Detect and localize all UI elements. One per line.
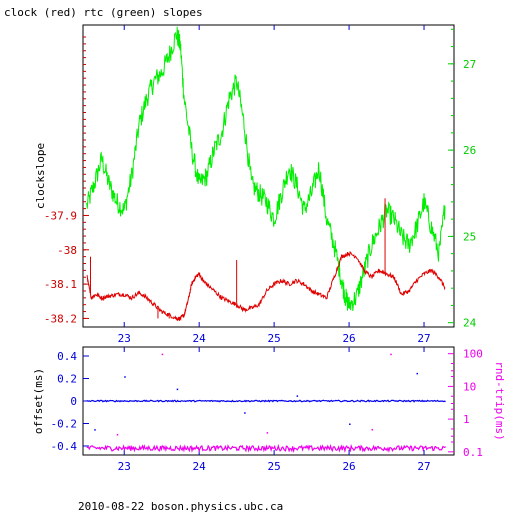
rtt-outlier-point (161, 353, 164, 356)
top-y-axis-label: clockslope (34, 143, 47, 209)
offset-outlier-point (124, 376, 126, 378)
offset-series-line (86, 399, 446, 403)
bottom-x-tick-label: 24 (193, 460, 207, 473)
top-y2-tick-label: 26 (463, 144, 476, 157)
top-y-tick-label: -38.2 (44, 312, 77, 325)
bottom-y2-tick-label: 10 (463, 380, 476, 393)
bottom-y-tick-label: 0.4 (57, 350, 77, 363)
bottom-y2-tick-label: 0.1 (463, 446, 483, 459)
bottom-y-tick-label: 0 (70, 395, 77, 408)
bottom-x-tick-label: 26 (342, 460, 355, 473)
bottom-y-tick-label: -0.4 (51, 440, 78, 453)
top-y-tick-label: -37.9 (44, 209, 77, 222)
bottom-x-tick-label: 27 (417, 460, 430, 473)
bottom-y2-tick-label: 100 (463, 348, 483, 361)
top-chart-title: clock (red) rtc (green) slopes (4, 6, 203, 19)
bottom-y-tick-label: -0.2 (51, 418, 78, 431)
top-axis-ticks: 23 24 25 26 27 -38.2 -38.1 -38 -37.9 24 25 26 27 (44, 25, 477, 345)
rtt-outlier-point (116, 434, 119, 436)
footer-stamp: 2010-08-22 boson.physics.ubc.ca (78, 500, 283, 512)
top-y-tick-label: -38.1 (44, 278, 77, 291)
offset-outlier-point (296, 395, 299, 397)
top-x-tick-label: 25 (267, 332, 280, 345)
rtc-series-line (86, 26, 446, 311)
offset-outlier-point (244, 412, 246, 414)
bottom-x-tick-label: 25 (267, 460, 280, 473)
bottom-chart: 23 24 25 26 27 0.4 0.2 0 -0.2 -0.4 100 10 1 0.1 offse… (32, 346, 506, 473)
top-y2-tick-label: 24 (463, 317, 477, 330)
bottom-y2-tick-label: 1 (463, 413, 470, 426)
top-y-tick-label: -38 (57, 244, 77, 257)
bottom-x-tick-label: 23 (118, 460, 131, 473)
bottom-y-axis-label: offset(ms) (32, 368, 45, 434)
top-series-layer (86, 26, 446, 322)
bottom-axis-ticks: 23 24 25 26 27 0.4 0.2 0 -0.2 -0.4 100 10 1 0.1 (51, 347, 483, 473)
top-plot-frame (82, 24, 455, 328)
top-y2-tick-label: 25 (463, 230, 476, 243)
rtt-outlier-point (390, 353, 392, 356)
top-x-tick-label: 26 (342, 332, 355, 345)
top-x-tick-label: 23 (118, 332, 131, 345)
offset-outlier-point (416, 372, 419, 375)
top-chart: clock (red) rtc (green) slopes 23 24 25 26 2… (4, 6, 477, 345)
offset-outlier-point (94, 429, 96, 431)
bottom-y-tick-label: 0.2 (57, 373, 77, 386)
offset-outlier-point (349, 423, 351, 425)
top-x-tick-label: 27 (417, 332, 430, 345)
bottom-series-layer (86, 353, 446, 454)
rtt-outlier-point (266, 432, 269, 434)
bottom-y2-axis-label: rnd-trip(ms) (493, 361, 506, 440)
rtt-outlier-point (371, 428, 374, 431)
offset-outlier-point (176, 388, 179, 391)
top-y2-tick-label: 27 (463, 58, 476, 71)
rtt-series-band (86, 443, 446, 454)
top-x-tick-label: 24 (193, 332, 207, 345)
clock-series-line (86, 250, 446, 322)
